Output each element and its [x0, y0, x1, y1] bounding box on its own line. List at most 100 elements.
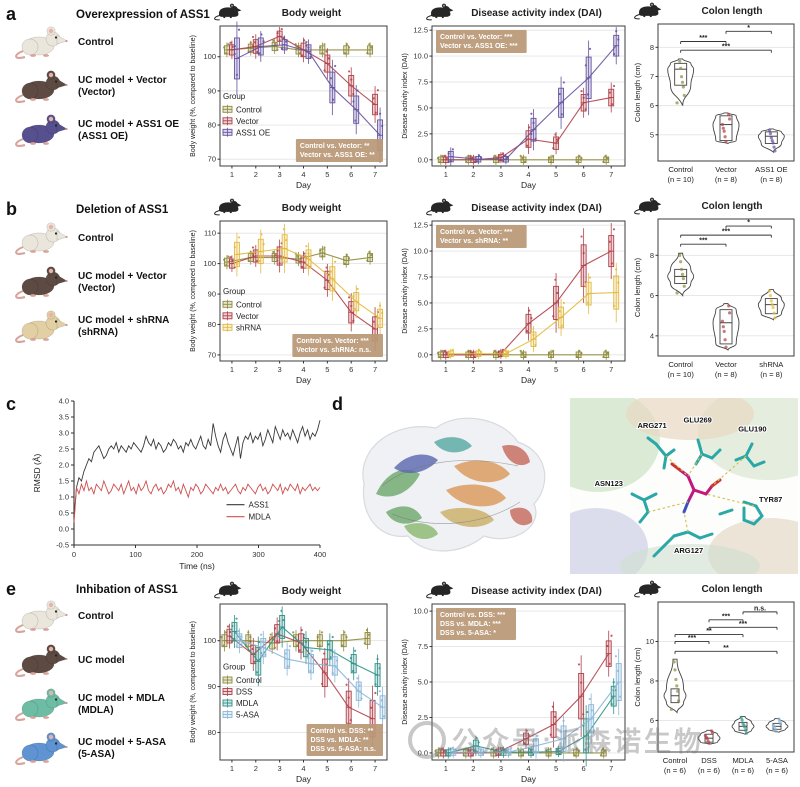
svg-text:Day: Day	[521, 180, 537, 190]
svg-text:Vector vs. shRNA: **: Vector vs. shRNA: **	[440, 238, 508, 245]
svg-text:7: 7	[609, 170, 613, 179]
mouse-illustration	[15, 26, 68, 59]
svg-text:6: 6	[650, 716, 654, 725]
svg-text:400: 400	[314, 550, 327, 559]
svg-text:3: 3	[499, 365, 503, 374]
svg-text:5.0: 5.0	[418, 103, 428, 112]
svg-text:(n = 8): (n = 8)	[760, 370, 783, 379]
svg-text:4: 4	[301, 365, 305, 374]
svg-text:Control: Control	[668, 360, 693, 369]
svg-text:110: 110	[204, 229, 216, 238]
svg-text:4: 4	[301, 170, 305, 179]
svg-text:5: 5	[554, 764, 558, 773]
svg-text:-0.5: -0.5	[56, 541, 69, 550]
svg-text:0: 0	[72, 550, 76, 559]
svg-text:5-ASA: 5-ASA	[236, 711, 260, 720]
svg-text:Disease activity index (DAI): Disease activity index (DAI)	[402, 53, 409, 139]
svg-text:7: 7	[609, 365, 613, 374]
chart-b-dai: 0.0 2.5 5.0 7.5 10.0 12.5 Disease activity ind…	[398, 197, 630, 392]
svg-text:DSS: DSS	[701, 756, 717, 765]
group-row: UC model + ASS1 OE (ASS1 OE)	[12, 112, 184, 149]
svg-text:1: 1	[230, 764, 234, 773]
svg-text:6: 6	[650, 101, 654, 110]
group-label: Control	[78, 232, 114, 244]
svg-text:***: ***	[722, 44, 730, 51]
mouse-illustration	[15, 732, 68, 765]
svg-text:(n = 10): (n = 10)	[667, 175, 694, 184]
panel-e-groups: Control UC model UC model + MDLA (MDLA) UC m…	[12, 598, 184, 774]
svg-text:3: 3	[278, 365, 282, 374]
group-label: UC model	[78, 654, 125, 666]
svg-text:(n = 8): (n = 8)	[760, 175, 783, 184]
svg-text:Control vs. DSS: ***: Control vs. DSS: ***	[440, 612, 506, 619]
svg-text:4: 4	[526, 764, 530, 773]
group-row: Control	[12, 24, 184, 61]
svg-text:8: 8	[650, 251, 654, 260]
svg-text:2: 2	[254, 170, 258, 179]
svg-text:2: 2	[254, 365, 258, 374]
svg-text:4: 4	[526, 365, 530, 374]
svg-text:6: 6	[349, 365, 353, 374]
svg-text:***: ***	[722, 613, 730, 620]
svg-text:Body weight: Body weight	[282, 8, 342, 19]
svg-text:2: 2	[471, 764, 475, 773]
svg-text:Vector vs. ASS1 OE: ***: Vector vs. ASS1 OE: ***	[440, 43, 518, 50]
panel-b-letter: b	[6, 199, 17, 219]
panel-a-groups: Control UC model + Vector (Vector) UC model…	[12, 24, 184, 156]
svg-text:***: ***	[722, 229, 730, 236]
mouse-illustration	[15, 600, 68, 633]
svg-text:6: 6	[349, 764, 353, 773]
svg-text:1: 1	[444, 365, 448, 374]
panel-c-letter: c	[6, 394, 17, 414]
group-label: UC model + MDLA (MDLA)	[78, 692, 165, 716]
watermark: 公众号:派森诺生物	[408, 720, 800, 759]
panel-a-letter: a	[6, 4, 17, 24]
chart-b-body-weight: 70 80 90 100 110 Body weight 1 2 3 4 5 6 7 Day Body we…	[186, 197, 392, 392]
svg-text:Vector: Vector	[715, 360, 737, 369]
svg-text:Vector: Vector	[236, 117, 259, 126]
svg-text:Body weight (%, compared to ba: Body weight (%, compared to baseline)	[190, 230, 197, 352]
svg-text:Body weight (%, compared to ba: Body weight (%, compared to baseline)	[190, 621, 197, 743]
svg-text:2.0: 2.0	[59, 461, 69, 470]
svg-text:3.0: 3.0	[59, 429, 69, 438]
mouse-illustration	[15, 266, 68, 299]
svg-text:0.0: 0.0	[418, 350, 428, 359]
svg-text:Control vs. Vector: ***: Control vs. Vector: ***	[440, 229, 513, 236]
svg-text:70: 70	[208, 155, 216, 164]
svg-text:Disease activity index (DAI): Disease activity index (DAI)	[402, 248, 409, 334]
svg-text:300: 300	[252, 550, 265, 559]
svg-text:7: 7	[373, 365, 377, 374]
svg-text:7.5: 7.5	[418, 273, 428, 282]
svg-text:80: 80	[208, 728, 216, 737]
svg-text:GLU190: GLU190	[738, 424, 766, 433]
svg-text:7.5: 7.5	[418, 642, 428, 651]
svg-text:7.5: 7.5	[418, 78, 428, 87]
svg-text:90: 90	[208, 290, 216, 299]
svg-text:70: 70	[208, 350, 216, 359]
panel-b-groups: Control UC model + Vector (Vector) UC model…	[12, 220, 184, 352]
svg-text:7: 7	[650, 72, 654, 81]
group-row: Control	[12, 220, 184, 257]
svg-text:6: 6	[650, 291, 654, 300]
svg-text:Control: Control	[236, 676, 262, 685]
svg-text:MDLA: MDLA	[236, 699, 259, 708]
svg-text:***: ***	[699, 238, 707, 245]
svg-text:**: **	[706, 628, 712, 635]
group-label: UC model + ASS1 OE (ASS1 OE)	[78, 118, 180, 142]
group-row: UC model + Vector (Vector)	[12, 264, 184, 301]
svg-text:*: *	[747, 25, 750, 32]
svg-text:Day: Day	[296, 774, 312, 784]
svg-text:5: 5	[554, 170, 558, 179]
svg-text:Time (ns): Time (ns)	[179, 561, 215, 571]
svg-text:MDLA: MDLA	[732, 756, 754, 765]
group-label: UC model + Vector (Vector)	[78, 74, 167, 98]
svg-text:5: 5	[325, 365, 329, 374]
panel-e-title: Inhibation of ASS1	[76, 584, 178, 596]
svg-text:Vector vs. shRNA: n.s.: Vector vs. shRNA: n.s.	[296, 347, 371, 354]
svg-text:10.0: 10.0	[413, 607, 428, 616]
svg-text:(n = 10): (n = 10)	[667, 370, 694, 379]
group-label: UC model + 5-ASA (5-ASA)	[78, 736, 167, 760]
svg-text:2: 2	[254, 764, 258, 773]
svg-text:DSS: DSS	[236, 688, 252, 697]
